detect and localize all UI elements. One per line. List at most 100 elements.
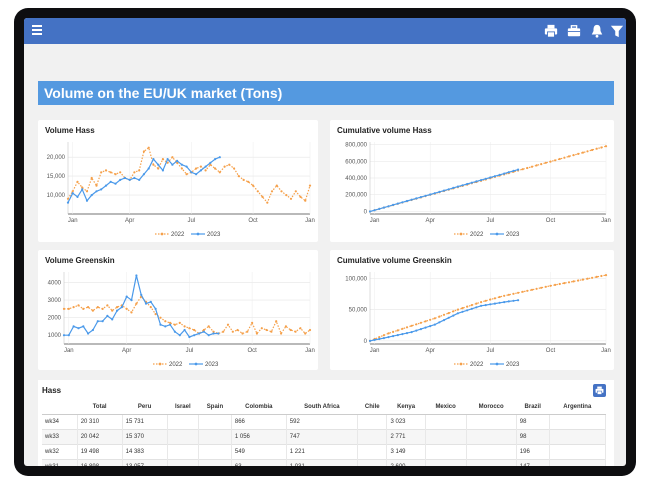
data-point[interactable] [152, 163, 155, 166]
data-point[interactable] [173, 330, 176, 333]
data-point[interactable] [507, 300, 510, 303]
data-point[interactable] [535, 287, 538, 290]
data-point[interactable] [577, 152, 580, 155]
data-point[interactable] [442, 189, 446, 192]
data-point[interactable] [484, 304, 487, 307]
data-point[interactable] [396, 329, 399, 332]
data-point[interactable] [392, 203, 395, 206]
data-point[interactable] [294, 190, 297, 193]
data-point[interactable] [106, 304, 109, 307]
data-point[interactable] [581, 278, 584, 281]
legend[interactable]: 2022 2023 [153, 362, 219, 368]
data-point[interactable] [159, 316, 162, 319]
data-point[interactable] [521, 290, 524, 293]
data-point[interactable] [222, 330, 225, 333]
data-point[interactable] [294, 330, 297, 333]
data-point[interactable] [135, 274, 138, 277]
data-point[interactable] [120, 306, 123, 309]
data-point[interactable] [231, 330, 234, 333]
data-point[interactable] [401, 327, 404, 330]
data-point[interactable] [503, 294, 506, 297]
data-point[interactable] [410, 324, 413, 327]
data-point[interactable] [67, 334, 70, 337]
data-point[interactable] [284, 325, 287, 328]
data-point[interactable] [218, 156, 221, 159]
data-point[interactable] [461, 310, 464, 313]
data-point[interactable] [260, 327, 263, 330]
data-point[interactable] [226, 323, 230, 326]
data-point[interactable] [466, 309, 469, 312]
data-point[interactable] [236, 328, 239, 332]
data-point[interactable] [304, 332, 307, 335]
data-point[interactable] [66, 197, 70, 200]
data-point[interactable] [228, 163, 231, 166]
data-point[interactable] [147, 146, 150, 149]
data-point[interactable] [549, 160, 552, 163]
filter-icon[interactable] [610, 24, 624, 38]
data-point[interactable] [81, 186, 84, 189]
data-point[interactable] [72, 325, 75, 328]
data-point[interactable] [498, 173, 501, 176]
data-point[interactable] [176, 159, 179, 162]
data-point[interactable] [87, 306, 90, 309]
data-point[interactable] [242, 178, 245, 181]
data-point[interactable] [178, 334, 181, 337]
data-point[interactable] [204, 169, 207, 172]
data-point[interactable] [152, 158, 155, 161]
data-point[interactable] [212, 332, 215, 335]
data-point[interactable] [95, 184, 98, 187]
data-point[interactable] [554, 283, 557, 286]
data-point[interactable] [604, 274, 608, 277]
data-point[interactable] [95, 190, 98, 193]
data-point[interactable] [82, 325, 85, 328]
data-point[interactable] [447, 316, 450, 319]
data-point[interactable] [456, 185, 459, 188]
data-point[interactable] [173, 323, 176, 326]
data-point[interactable] [280, 190, 283, 193]
data-point[interactable] [452, 314, 455, 317]
data-point[interactable] [382, 334, 385, 337]
data-point[interactable] [100, 171, 103, 174]
data-point[interactable] [199, 169, 202, 172]
data-point[interactable] [378, 207, 381, 210]
data-point[interactable] [489, 303, 492, 306]
data-point[interactable] [447, 312, 450, 315]
data-point[interactable] [521, 168, 524, 171]
data-point[interactable] [183, 328, 186, 332]
data-point[interactable] [154, 313, 157, 316]
data-point[interactable] [67, 307, 70, 310]
data-point[interactable] [517, 299, 520, 302]
data-point[interactable] [82, 307, 85, 310]
data-point[interactable] [392, 335, 395, 338]
data-point[interactable] [101, 320, 104, 323]
data-point[interactable] [475, 302, 478, 305]
column-header[interactable] [42, 400, 78, 415]
data-point[interactable] [433, 323, 436, 326]
data-point[interactable] [218, 171, 221, 174]
data-point[interactable] [164, 320, 167, 323]
data-point[interactable] [433, 192, 436, 195]
data-point[interactable] [558, 282, 561, 286]
data-point[interactable] [171, 156, 174, 159]
data-point[interactable] [237, 175, 240, 178]
data-point[interactable] [96, 306, 99, 309]
data-point[interactable] [169, 323, 172, 326]
data-point[interactable] [123, 176, 126, 180]
legend[interactable]: 2022 2023 [454, 362, 520, 368]
data-point[interactable] [193, 334, 196, 337]
data-point[interactable] [429, 193, 432, 196]
data-point[interactable] [382, 337, 385, 340]
data-point[interactable] [62, 307, 66, 310]
data-point[interactable] [567, 281, 571, 284]
data-point[interactable] [71, 192, 74, 195]
data-point[interactable] [405, 199, 409, 203]
data-point[interactable] [161, 158, 164, 161]
data-point[interactable] [405, 326, 409, 329]
data-point[interactable] [147, 167, 150, 170]
data-point[interactable] [171, 163, 174, 166]
data-point[interactable] [251, 321, 254, 324]
data-point[interactable] [96, 320, 99, 323]
data-point[interactable] [308, 184, 312, 187]
data-point[interactable] [180, 163, 183, 166]
column-header[interactable]: Israel [167, 400, 199, 415]
